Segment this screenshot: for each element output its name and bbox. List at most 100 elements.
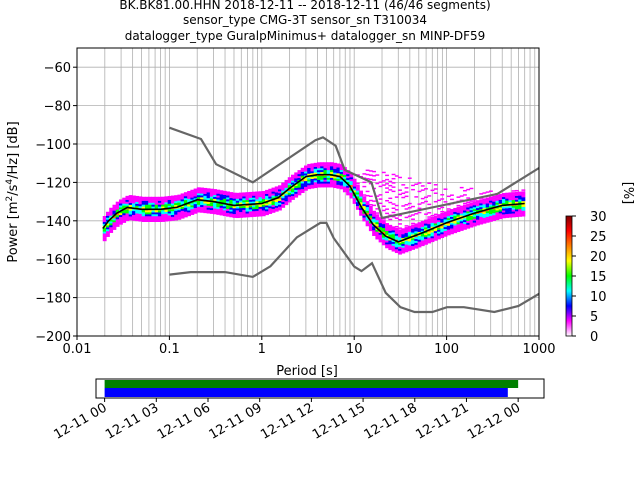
heatmap-cell	[505, 200, 510, 203]
heatmap-cell	[187, 212, 191, 215]
heatmap-cell	[206, 192, 211, 195]
heatmap-cell	[514, 207, 519, 210]
heatmap-cell	[138, 204, 143, 207]
heatmap-cell	[349, 184, 354, 187]
heatmap-cell	[141, 196, 146, 199]
heatmap-cell	[222, 211, 227, 215]
heatmap-cell	[437, 223, 441, 226]
heatmap-cell	[417, 237, 422, 240]
heatmap-cell	[164, 219, 169, 222]
heatmap-cell	[258, 206, 263, 209]
heatmap-cell	[472, 199, 477, 201]
heatmap-cell	[122, 199, 127, 202]
heatmap-cell	[128, 214, 133, 217]
heatmap-cell	[378, 226, 383, 229]
heatmap-cell	[443, 234, 448, 237]
heatmap-cell	[271, 187, 276, 190]
heatmap-cell	[469, 225, 474, 228]
heatmap-cell	[151, 217, 156, 221]
heatmap-cell	[362, 200, 367, 203]
heatmap-cell	[235, 194, 240, 197]
heatmap-cell	[112, 216, 117, 219]
heatmap-cell	[320, 179, 325, 182]
heatmap-cell	[485, 220, 490, 223]
heatmap-cell	[239, 200, 243, 203]
heatmap-cell	[258, 208, 263, 211]
heatmap-cell	[381, 227, 386, 230]
heatmap-cell	[498, 211, 503, 214]
heatmap-cell	[511, 211, 516, 214]
heatmap-cell	[359, 194, 364, 197]
heatmap-cell	[391, 173, 396, 176]
heatmap-cell	[242, 205, 247, 208]
heatmap-cell	[122, 211, 127, 214]
heatmap-cell	[200, 195, 204, 198]
heatmap-cell	[281, 203, 286, 206]
heatmap-cell	[336, 173, 341, 176]
heatmap-cell	[109, 209, 114, 212]
heatmap-cell	[411, 184, 415, 187]
heatmap-cell	[287, 198, 292, 201]
heatmap-cell	[255, 214, 260, 217]
heatmap-cell	[313, 166, 318, 169]
heatmap-cell	[349, 173, 354, 176]
heatmap-cell	[112, 210, 117, 213]
heatmap-cell	[336, 169, 341, 172]
heatmap-cell	[469, 223, 474, 226]
heatmap-cell	[261, 208, 266, 211]
heatmap-cell	[440, 224, 445, 227]
heatmap-cell	[209, 202, 214, 205]
heatmap-cell	[495, 204, 500, 207]
heatmap-cell	[122, 218, 127, 221]
heatmap-cell	[174, 197, 179, 200]
heatmap-cell	[404, 230, 409, 234]
heatmap-cell	[326, 175, 331, 178]
heatmap-cell	[138, 219, 143, 222]
heatmap-cell	[427, 241, 432, 244]
heatmap-cell	[329, 171, 334, 174]
heatmap-cell	[287, 194, 292, 197]
heatmap-cell	[355, 194, 360, 197]
heatmap-cell	[514, 212, 519, 216]
heatmap-cell	[404, 242, 409, 245]
heatmap-cell	[213, 206, 217, 209]
heatmap-cell	[479, 214, 484, 217]
heatmap-cell	[109, 211, 114, 214]
heatmap-cell	[226, 204, 230, 208]
heatmap-cell	[102, 217, 107, 221]
heatmap-cell	[109, 207, 114, 210]
heatmap-cell	[164, 215, 169, 218]
heatmap-cell	[235, 200, 240, 203]
heatmap-cell	[459, 186, 464, 189]
heatmap-cell	[242, 213, 247, 216]
heatmap-cell	[278, 189, 282, 192]
heatmap-cell	[469, 202, 474, 205]
heatmap-cell	[365, 206, 370, 209]
heatmap-cell	[252, 207, 256, 210]
heatmap-cell	[388, 218, 393, 221]
heatmap-cell	[407, 239, 412, 242]
y-tick-label: −100	[35, 138, 71, 153]
heatmap-cell	[122, 214, 127, 218]
heatmap-cell	[252, 205, 256, 208]
heatmap-cell	[135, 217, 140, 220]
heatmap-cell	[307, 183, 312, 186]
heatmap-cell	[128, 204, 133, 207]
heatmap-cell	[398, 248, 402, 251]
heatmap-cell	[229, 211, 234, 214]
heatmap-cell	[456, 196, 461, 198]
heatmap-cell	[232, 202, 237, 205]
heatmap-cell	[446, 195, 451, 198]
heatmap-cell	[170, 201, 175, 204]
heatmap-cell	[437, 219, 441, 223]
heatmap-cell	[394, 229, 399, 232]
heatmap-cell	[226, 195, 230, 198]
heatmap-cell	[294, 187, 299, 190]
heatmap-cell	[342, 184, 347, 187]
heatmap-cell	[362, 196, 367, 199]
heatmap-cell	[252, 214, 256, 217]
heatmap-cell	[381, 239, 386, 242]
heatmap-cell	[427, 223, 432, 227]
heatmap-cell	[514, 214, 519, 218]
heatmap-cell	[232, 208, 237, 211]
